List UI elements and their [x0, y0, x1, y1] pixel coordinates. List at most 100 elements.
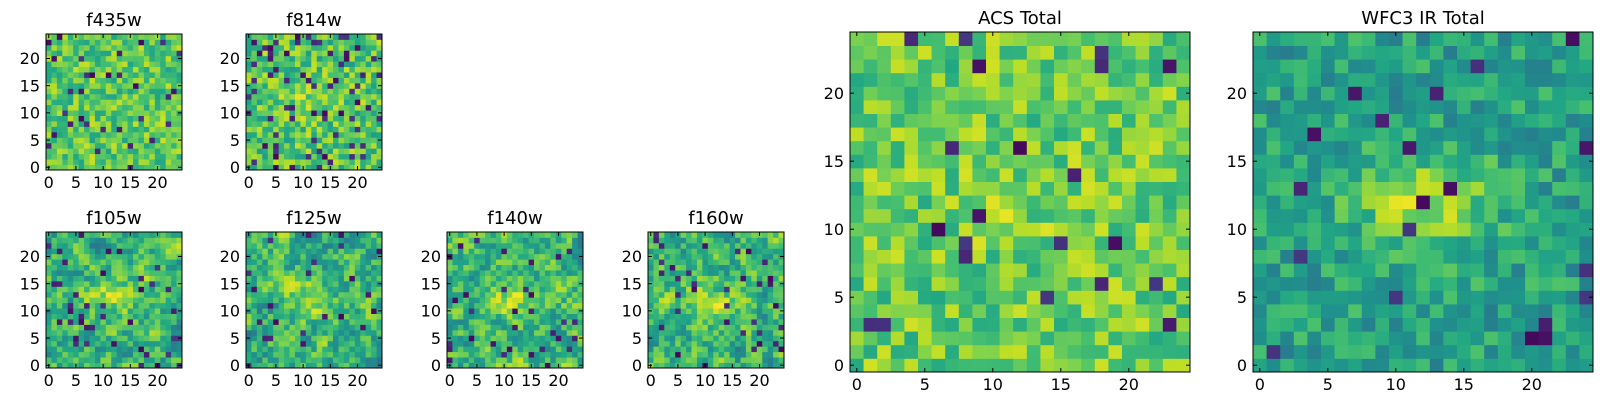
heatmap-cell	[1375, 208, 1390, 223]
heatmap-cell	[289, 253, 296, 260]
heatmap-cell	[273, 148, 280, 155]
heatmap-cell	[999, 45, 1014, 60]
heatmap-cell	[664, 270, 671, 276]
heatmap-cell	[756, 270, 763, 276]
heatmap-cell	[495, 302, 502, 309]
heatmap-cell	[1135, 331, 1150, 346]
heatmap-cell	[133, 248, 139, 255]
heatmap-cell	[696, 329, 703, 336]
heatmap-cell	[740, 259, 747, 266]
heatmap-cell	[267, 237, 274, 244]
heatmap-cell	[349, 61, 356, 68]
heatmap-cell	[863, 236, 878, 250]
heatmap-cell	[707, 324, 714, 331]
heatmap-cell	[1026, 331, 1041, 346]
x-tick-label: 20	[347, 371, 367, 390]
heatmap-cell	[251, 66, 258, 73]
heatmap-cell	[1013, 32, 1028, 46]
heatmap-cell	[338, 248, 345, 255]
heatmap-cell	[1552, 304, 1567, 318]
heatmap-cell	[1149, 236, 1164, 250]
heatmap-cell	[376, 232, 383, 238]
heatmap-cell	[523, 253, 529, 260]
heatmap-cell	[256, 44, 263, 51]
heatmap-cell	[376, 302, 383, 309]
heatmap-cell	[322, 61, 328, 68]
heatmap-cell	[73, 329, 80, 336]
heatmap-cell	[84, 297, 90, 304]
heatmap-cell	[680, 319, 687, 325]
heatmap-cell	[376, 340, 383, 347]
heatmap-cell	[256, 82, 263, 89]
heatmap-cell	[100, 159, 107, 165]
heatmap-cell	[122, 148, 128, 155]
heatmap-cell	[311, 297, 318, 304]
heatmap-cell	[1375, 344, 1390, 359]
heatmap-cell	[1122, 331, 1136, 346]
heatmap-cell	[51, 291, 58, 298]
heatmap-cell	[354, 142, 361, 149]
heatmap-cell	[648, 340, 654, 347]
heatmap-cell	[1054, 59, 1068, 74]
heatmap-cell	[278, 66, 285, 73]
heatmap-cell	[1013, 263, 1028, 278]
heatmap-cell	[116, 82, 123, 89]
heatmap-cell	[555, 237, 562, 244]
heatmap-cell	[300, 82, 307, 89]
heatmap-cell	[305, 159, 312, 165]
heatmap-cell	[474, 259, 481, 266]
heatmap-cell	[327, 237, 334, 244]
heatmap-cell	[664, 340, 671, 347]
heatmap-cell	[111, 286, 118, 293]
heatmap-cell	[262, 313, 269, 320]
heatmap-cell	[707, 313, 714, 320]
heatmap-cell	[354, 99, 361, 106]
heatmap-cell	[251, 159, 258, 165]
heatmap-cell	[1334, 331, 1349, 346]
heatmap-cell	[105, 82, 112, 89]
heatmap-cell	[702, 351, 709, 358]
heatmap-cell	[1122, 208, 1136, 223]
heatmap-cell	[1484, 195, 1499, 210]
heatmap-cell	[1334, 304, 1349, 318]
heatmap-cell	[506, 335, 513, 342]
heatmap-cell	[534, 242, 540, 249]
heatmap-cell	[111, 99, 118, 106]
heatmap-cell	[1497, 276, 1512, 291]
heatmap-cell	[365, 280, 372, 287]
heatmap-cell	[729, 275, 736, 282]
heatmap-cell	[1162, 100, 1177, 114]
heatmap-cell	[138, 253, 145, 260]
heatmap-cell	[343, 164, 350, 171]
heatmap-cell	[713, 286, 720, 293]
heatmap-cell	[1525, 222, 1539, 237]
heatmap-cell	[294, 264, 301, 271]
heatmap-cell	[751, 275, 758, 282]
heatmap-cell	[143, 237, 150, 244]
heatmap-cell	[46, 270, 52, 276]
heatmap-cell	[1108, 276, 1123, 291]
panel-title: f125w	[286, 208, 341, 229]
heatmap-cell	[675, 242, 682, 249]
heatmap-cell	[133, 319, 139, 325]
heatmap-cell	[702, 357, 709, 363]
heatmap-cell	[311, 82, 318, 89]
heatmap-cell	[160, 34, 167, 40]
heatmap-cell	[724, 340, 730, 347]
heatmap-cell	[333, 148, 339, 155]
heatmap-cell	[1013, 86, 1028, 101]
heatmap-cell	[273, 159, 280, 165]
heatmap-cell	[349, 50, 356, 57]
heatmap-cell	[343, 61, 350, 68]
heatmap-cell	[56, 110, 63, 116]
heatmap-cell	[78, 93, 85, 100]
heatmap-cell	[539, 313, 546, 320]
heatmap-cell	[333, 104, 339, 111]
heatmap-cell	[289, 137, 296, 144]
heatmap-cell	[506, 291, 513, 298]
heatmap-cell	[89, 280, 96, 287]
heatmap-cell	[116, 77, 123, 84]
heatmap-cell	[267, 346, 274, 353]
heatmap-cell	[1253, 344, 1267, 359]
y-tick-label: 10	[20, 104, 40, 123]
